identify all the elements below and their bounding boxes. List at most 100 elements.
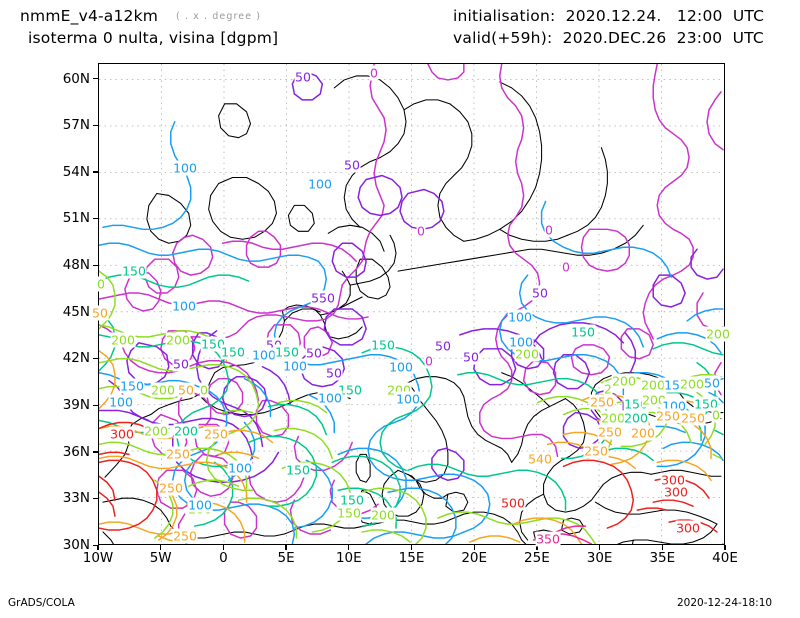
y-axis-tick-54N: 54N — [62, 163, 90, 180]
contour-label-250: 250 — [589, 394, 615, 410]
x-axis-tick-30E: 30E — [586, 550, 613, 566]
contour-label-100: 100 — [108, 394, 134, 410]
contour-label-150: 150 — [336, 505, 362, 521]
y-axis-tick-48N: 48N — [62, 257, 90, 274]
contour-label-100: 100 — [282, 358, 308, 374]
x-tick-mark — [348, 545, 350, 550]
x-tick-mark — [661, 545, 663, 550]
contour-label-100: 100 — [507, 309, 533, 325]
contour-label-200: 200 — [110, 332, 136, 348]
contour-label-100: 100 — [227, 460, 253, 476]
y-tick-mark — [93, 171, 98, 173]
x-axis-tick-40E: 40E — [712, 550, 738, 566]
contour-label-0: 0 — [711, 407, 721, 423]
y-axis-tick-60N: 60N — [62, 70, 90, 87]
field-description-label: isoterma 0 nulta, visina [dgpm] — [28, 29, 279, 47]
contour-label-50: 50 — [462, 349, 480, 365]
contour-label-0: 0 — [199, 382, 209, 398]
y-axis-tick-30N: 30N — [62, 537, 90, 553]
contour-label-100: 100 — [388, 359, 414, 375]
contour-label-250: 250 — [158, 480, 184, 496]
contour-label-200: 200 — [611, 373, 637, 389]
contour-label-250: 250 — [583, 443, 609, 459]
contour-label-2: 2 — [603, 381, 613, 397]
contour-label-50: 50 — [325, 365, 343, 381]
y-axis-tick-33N: 33N — [62, 490, 90, 507]
contour-label-50: 50 — [531, 285, 549, 301]
y-tick-mark — [93, 544, 98, 546]
model-name-label: nmmE_v4-a12km — [20, 7, 159, 25]
contour-label-150: 150 — [339, 492, 365, 508]
contour-label-350: 350 — [535, 531, 561, 547]
contour-label-200: 200 — [679, 376, 705, 392]
x-tick-mark — [536, 545, 538, 550]
contour-label-100: 100 — [307, 176, 333, 192]
x-axis-tick-10E: 10E — [335, 550, 362, 566]
contour-label-50: 50 — [305, 345, 323, 361]
x-tick-mark — [598, 545, 601, 550]
contour-label-150: 150 — [570, 324, 596, 340]
contour-label-50: 50 — [343, 157, 361, 173]
contour-label-0: 0 — [544, 222, 554, 238]
y-axis-tick-42N: 42N — [62, 350, 90, 367]
contour-label-0: 0 — [561, 259, 571, 275]
y-tick-mark — [93, 497, 98, 500]
y-tick-mark — [93, 357, 98, 360]
contour-label-50: 50 — [91, 305, 109, 321]
y-axis-tick-39N: 39N — [62, 397, 90, 414]
contour-label-540: 540 — [527, 451, 553, 467]
y-tick-mark — [93, 217, 98, 220]
contour-label-250: 250 — [172, 528, 198, 544]
x-tick-mark — [724, 545, 726, 550]
x-axis-tick-25E: 25E — [524, 550, 550, 566]
contour-label-150: 150 — [337, 382, 363, 398]
x-tick-mark — [473, 545, 475, 550]
contour-label-100: 100 — [172, 160, 198, 176]
contour-label-550: 550 — [310, 290, 336, 306]
y-tick-mark — [93, 451, 98, 453]
contour-label-50: 50 — [434, 338, 452, 354]
contour-label-50: 50 — [177, 382, 195, 398]
x-axis-tick-20E: 20E — [461, 550, 488, 566]
contour-label-200: 200 — [630, 425, 656, 441]
x-tick-mark — [97, 545, 99, 550]
contour-label-50: 50 — [294, 69, 312, 85]
contour-label-150: 150 — [121, 263, 147, 279]
contour-label-300: 300 — [660, 472, 686, 488]
contour-label-0: 0 — [369, 65, 379, 81]
contour-label-100: 100 — [171, 298, 197, 314]
x-axis-tick-5W: 5W — [149, 550, 172, 566]
contour-label-100: 100 — [395, 391, 421, 407]
x-axis-tick-10W: 10W — [82, 550, 114, 566]
y-axis-tick-51N: 51N — [62, 210, 90, 227]
contour-label-50: 50 — [703, 375, 721, 391]
contour-label-100: 100 — [251, 347, 277, 363]
contour-label-0: 0 — [424, 353, 434, 369]
y-axis-tick-57N: 57N — [62, 117, 90, 134]
footer-credit-label: GrADS/COLA — [8, 597, 75, 609]
contour-label-150: 150 — [220, 344, 246, 360]
contour-label-200: 200 — [641, 392, 667, 408]
contour-label-150: 150 — [274, 344, 300, 360]
y-tick-mark — [93, 78, 98, 80]
x-axis-tick-5E: 5E — [277, 550, 295, 566]
x-tick-mark — [285, 545, 287, 550]
initialisation-time-label: initialisation: 2020.12.24. 12:00 UTC — [453, 7, 765, 25]
x-axis-tick-15E: 15E — [398, 550, 425, 566]
contour-label-200: 200 — [370, 507, 396, 523]
x-tick-mark — [222, 545, 225, 550]
contour-label-500: 500 — [500, 495, 526, 511]
contour-label-200: 200 — [623, 410, 649, 426]
y-tick-mark — [93, 264, 98, 267]
map-plot-frame — [98, 63, 725, 545]
contour-label-150: 150 — [119, 378, 145, 394]
contour-label-300: 300 — [109, 426, 135, 442]
y-axis-tick-45N: 45N — [62, 303, 90, 320]
contour-label-200: 200 — [165, 332, 191, 348]
contour-label-150: 150 — [200, 336, 226, 352]
y-tick-mark — [93, 124, 98, 127]
units-note-label: ( . x . degree ) — [176, 11, 262, 22]
